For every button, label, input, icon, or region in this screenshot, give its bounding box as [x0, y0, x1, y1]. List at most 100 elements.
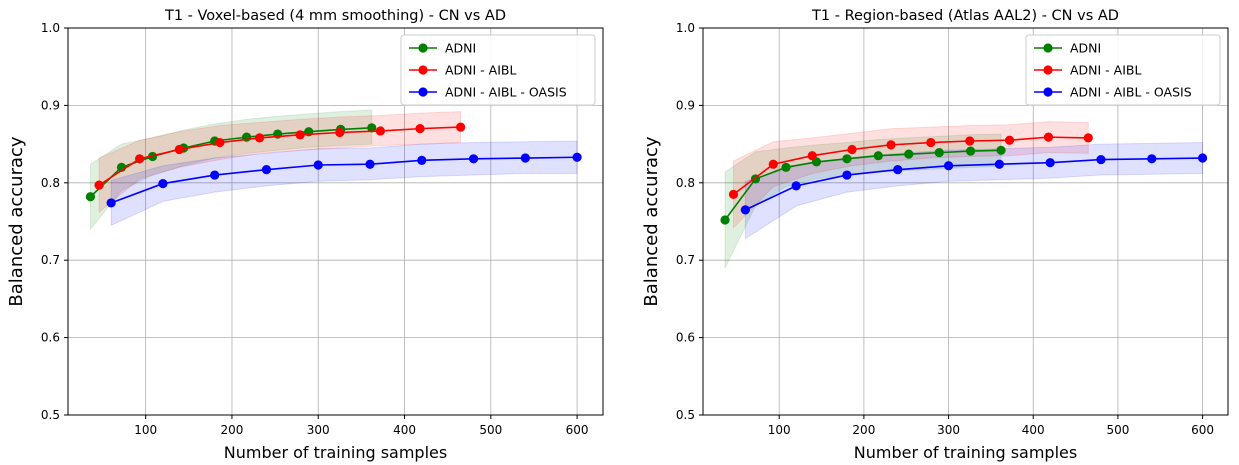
plot-frame [702, 27, 1229, 416]
point-series-3 [1096, 154, 1106, 165]
point-series-2 [926, 137, 936, 148]
point-series-3 [365, 159, 375, 169]
point-series-1 [904, 149, 914, 159]
point-series-3 [520, 153, 530, 163]
point-series-2 [1083, 133, 1093, 143]
x-tick-label: 600 [1191, 423, 1214, 437]
point-series-2 [135, 154, 145, 164]
x-axis-label: Number of training samples [854, 443, 1077, 462]
y-tick-label: 0.8 [676, 176, 695, 190]
x-tick-label: 100 [134, 423, 157, 437]
point-series-2 [1043, 132, 1054, 142]
y-tick-label: 1.0 [676, 21, 695, 35]
point-series-3 [994, 159, 1004, 169]
point-series-2 [375, 126, 385, 136]
legend: ADNI ADNI - AIBL ADNI - AIBL - OASIS [400, 34, 596, 106]
y-tick-label: 0.6 [41, 331, 60, 345]
legend-marker [418, 65, 428, 75]
legend-marker [418, 87, 428, 97]
point-series-2 [965, 136, 975, 146]
legend-label: ADNI - AIBL - OASIS [1070, 85, 1192, 100]
line-series-3 [110, 156, 578, 204]
point-series-1 [367, 123, 377, 133]
point-series-1 [720, 215, 730, 225]
legend-marker [418, 43, 428, 53]
y-tick-label: 0.7 [41, 253, 60, 267]
point-series-3 [417, 155, 427, 165]
legend-label: ADNI - AIBL - OASIS [445, 85, 567, 100]
chart-1: 100 200 300 400 500 600 0.5 0.6 0.7 0.8 0.9 1.0 T1 -… [6, 8, 604, 462]
point-series-1 [996, 145, 1006, 155]
point-series-3 [313, 160, 323, 170]
point-series-1 [934, 148, 944, 158]
legend-box [1025, 34, 1221, 106]
point-series-2 [1004, 135, 1015, 145]
point-series-2 [94, 180, 104, 190]
point-series-3 [791, 181, 801, 191]
x-tick-label: 400 [393, 423, 416, 437]
point-series-3 [468, 154, 479, 164]
x-tick-label: 200 [220, 423, 243, 437]
point-series-3 [1197, 153, 1208, 163]
legend-marker [1043, 87, 1053, 97]
legend-box [400, 34, 596, 106]
y-axis-label: Balanced accuracy [641, 136, 662, 306]
point-series-2 [728, 189, 739, 200]
x-tick-label: 500 [479, 423, 502, 437]
point-series-3 [1045, 158, 1055, 168]
x-tick-label: 500 [1106, 423, 1129, 437]
legend-label: ADNI - AIBL [1070, 63, 1141, 78]
band-series-1 [89, 109, 373, 231]
point-series-2 [847, 144, 857, 155]
point-series-2 [335, 127, 345, 138]
point-series-3 [261, 165, 272, 175]
y-tick-label: 1.0 [41, 21, 60, 35]
point-series-3 [1147, 154, 1157, 164]
x-tick-label: 400 [1022, 423, 1045, 437]
point-series-1 [85, 192, 96, 202]
line-series-2 [733, 136, 1089, 196]
line-series-2 [98, 126, 461, 186]
chart-title: T1 - Voxel-based (4 mm smoothing) - CN v… [164, 8, 506, 24]
point-series-3 [740, 205, 750, 215]
point-series-2 [415, 124, 425, 134]
point-series-3 [943, 161, 954, 171]
legend: ADNI ADNI - AIBL ADNI - AIBL - OASIS [1025, 34, 1221, 106]
chart-title: T1 - Region-based (Atlas AAL2) - CN vs A… [811, 8, 1119, 24]
point-series-2 [215, 137, 225, 148]
point-series-2 [456, 122, 466, 132]
point-series-2 [174, 144, 184, 155]
point-series-1 [873, 151, 883, 161]
y-tick-label: 0.8 [41, 176, 60, 190]
plot-frame [67, 27, 604, 416]
y-tick-label: 0.6 [676, 331, 695, 345]
y-tick-label: 0.5 [41, 408, 60, 422]
point-series-2 [886, 140, 896, 150]
y-tick-label: 0.9 [41, 98, 60, 112]
point-series-2 [295, 130, 305, 140]
point-series-3 [210, 170, 220, 180]
point-series-3 [106, 198, 116, 208]
x-tick-label: 300 [307, 423, 330, 437]
line-series-1 [724, 149, 1002, 221]
point-series-3 [842, 170, 852, 180]
legend-marker [1043, 65, 1053, 75]
line-series-3 [744, 157, 1203, 211]
band-series-3 [110, 140, 578, 227]
x-tick-label: 200 [852, 423, 875, 437]
band-series-3 [744, 142, 1204, 240]
legend-label: ADNI [1070, 41, 1101, 56]
point-series-2 [807, 151, 817, 161]
point-series-1 [781, 162, 791, 172]
band-series-2 [98, 111, 462, 214]
y-tick-label: 0.5 [676, 408, 695, 422]
point-series-3 [572, 152, 582, 162]
legend-marker [1043, 43, 1053, 53]
x-axis-label: Number of training samples [224, 443, 447, 462]
legend-label: ADNI - AIBL [445, 63, 516, 78]
y-tick-label: 0.7 [676, 253, 695, 267]
x-tick-label: 600 [566, 423, 589, 437]
y-axis-label: Balanced accuracy [6, 136, 27, 306]
point-series-2 [254, 133, 265, 143]
